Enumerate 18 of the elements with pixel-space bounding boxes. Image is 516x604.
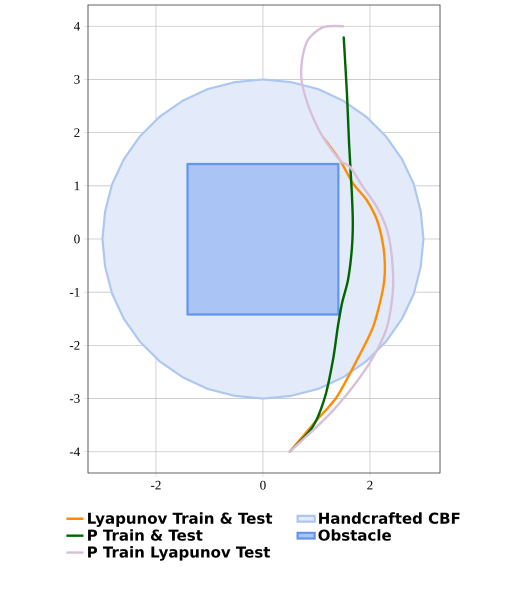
- legend-label: P Train & Test: [88, 529, 203, 541]
- x-tick-label: -2: [151, 480, 161, 490]
- x-tick-label: 2: [367, 480, 372, 490]
- legend-label: Handcrafted CBF: [319, 512, 460, 524]
- y-tick-label: 4: [74, 22, 80, 31]
- legend-label: P Train Lyapunov Test: [88, 546, 270, 561]
- y-tick-label: 1: [74, 182, 80, 190]
- legend-label: Obstacle: [318, 529, 391, 541]
- legend-label: Lyapunov Train & Test: [88, 512, 272, 527]
- y-tick-label: -3: [70, 394, 80, 403]
- y-tick-label: 0: [74, 234, 80, 244]
- y-tick-label: 3: [74, 75, 80, 84]
- y-tick-label: -2: [70, 341, 80, 350]
- y-tick-label: 2: [74, 128, 80, 137]
- y-tick-label: -1: [70, 288, 80, 296]
- y-tick-label: -4: [70, 447, 80, 456]
- line-series: [288, 24, 394, 453]
- x-tick-label: 0: [260, 480, 266, 490]
